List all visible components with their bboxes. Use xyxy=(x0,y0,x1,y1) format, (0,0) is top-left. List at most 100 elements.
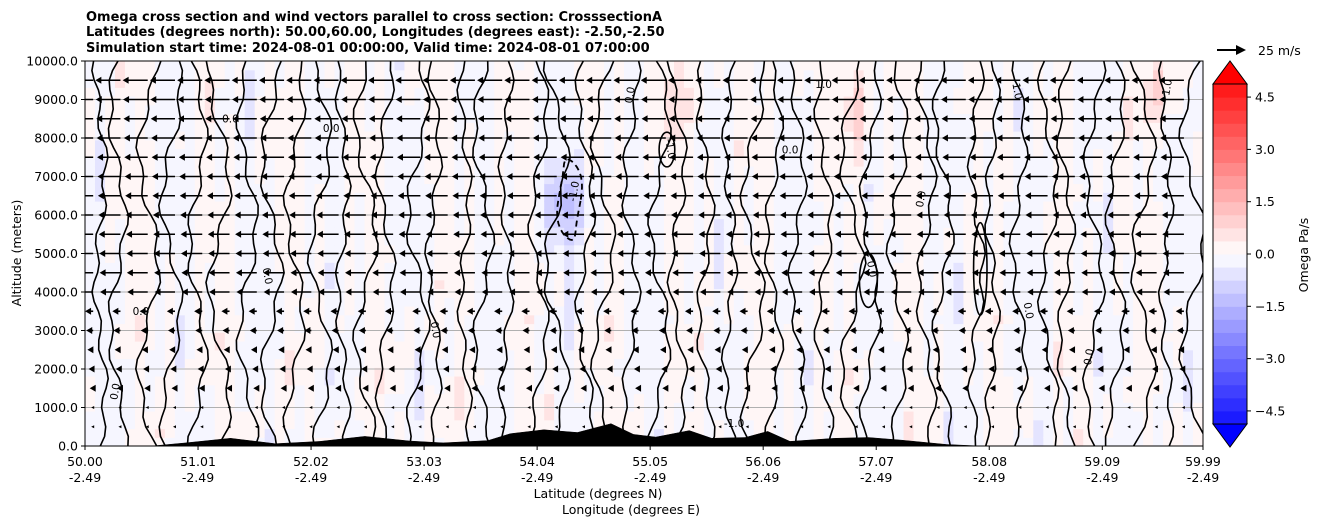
omega-fill-cell xyxy=(1053,341,1064,351)
omega-fill-cell xyxy=(474,131,485,141)
omega-fill-cell xyxy=(1133,437,1144,446)
omega-fill-cell xyxy=(554,253,565,263)
omega-fill-cell xyxy=(104,157,116,167)
omega-fill-cell xyxy=(474,323,485,333)
omega-fill-cell xyxy=(164,262,176,272)
omega-fill-cell xyxy=(234,384,246,395)
omega-fill-cell xyxy=(1173,288,1184,298)
omega-fill-cell xyxy=(1083,332,1094,342)
omega-fill-cell xyxy=(394,201,406,211)
omega-fill-cell xyxy=(204,288,216,298)
omega-fill-cell xyxy=(314,323,326,333)
omega-fill-cell xyxy=(284,279,296,290)
omega-fill-cell xyxy=(1013,122,1024,132)
omega-fill-cell xyxy=(364,166,376,176)
omega-fill-cell xyxy=(474,87,485,97)
omega-fill-cell xyxy=(1123,192,1134,202)
omega-fill-cell xyxy=(1003,288,1014,298)
omega-fill-cell xyxy=(234,157,246,167)
omega-fill-cell xyxy=(973,358,984,368)
omega-fill-cell xyxy=(863,262,875,272)
omega-fill-cell xyxy=(94,262,106,272)
omega-fill-cell xyxy=(993,323,1004,333)
omega-fill-cell xyxy=(284,139,296,150)
omega-fill-cell xyxy=(85,402,96,412)
omega-fill-cell xyxy=(823,157,835,167)
omega-fill-cell xyxy=(544,139,555,150)
omega-fill-cell xyxy=(673,323,685,333)
omega-fill-cell xyxy=(314,174,326,185)
omega-fill-cell xyxy=(1063,297,1074,307)
omega-fill-cell xyxy=(783,384,795,395)
omega-fill-cell xyxy=(594,174,605,185)
omega-fill-cell xyxy=(1113,349,1124,360)
omega-fill-cell xyxy=(244,253,256,263)
omega-fill-cell xyxy=(304,402,316,412)
omega-fill-cell xyxy=(384,358,396,368)
omega-fill-cell xyxy=(244,174,256,185)
omega-fill-cell xyxy=(1143,314,1154,325)
omega-fill-cell xyxy=(444,104,455,115)
omega-fill-cell xyxy=(803,139,815,150)
omega-fill-cell xyxy=(394,332,406,342)
omega-fill-cell xyxy=(184,306,196,316)
omega-fill-cell xyxy=(743,96,755,106)
omega-fill-cell xyxy=(544,253,555,263)
omega-fill-cell xyxy=(723,376,735,386)
omega-fill-cell xyxy=(1023,419,1034,430)
omega-fill-cell xyxy=(743,87,755,97)
omega-fill-cell xyxy=(294,236,306,246)
omega-fill-cell xyxy=(953,358,965,368)
omega-fill-cell xyxy=(1013,236,1024,246)
omega-fill-cell xyxy=(853,297,865,307)
omega-fill-cell xyxy=(1143,306,1154,316)
omega-fill-cell xyxy=(833,244,845,255)
omega-fill-cell xyxy=(713,419,725,430)
omega-fill-cell xyxy=(663,244,675,255)
omega-fill-cell xyxy=(1153,201,1164,211)
omega-fill-cell xyxy=(644,271,655,281)
omega-fill-cell xyxy=(1053,279,1064,290)
omega-fill-cell xyxy=(424,227,435,237)
omega-fill-cell xyxy=(164,148,176,158)
omega-fill-cell xyxy=(224,358,236,368)
omega-fill-cell xyxy=(224,104,236,115)
omega-fill-cell xyxy=(1163,367,1174,377)
omega-fill-cell xyxy=(474,349,485,360)
omega-fill-cell xyxy=(1033,253,1044,263)
omega-fill-cell xyxy=(733,323,745,333)
omega-fill-cell xyxy=(344,131,356,141)
omega-fill-cell xyxy=(683,314,695,325)
omega-fill-cell xyxy=(1123,227,1134,237)
omega-fill-cell xyxy=(1133,306,1144,316)
omega-fill-cell xyxy=(134,166,146,176)
omega-fill-cell xyxy=(524,262,535,272)
omega-fill-cell xyxy=(673,244,685,255)
omega-fill-cell xyxy=(414,244,425,255)
omega-fill-cell xyxy=(763,314,775,325)
omega-fill-cell xyxy=(773,69,785,80)
omega-fill-cell xyxy=(524,183,535,193)
omega-fill-cell xyxy=(634,349,645,360)
omega-fill-cell xyxy=(703,349,715,360)
omega-fill-cell xyxy=(823,419,835,430)
omega-fill-cell xyxy=(344,148,356,158)
omega-fill-cell xyxy=(584,279,595,290)
omega-fill-cell xyxy=(843,201,855,211)
omega-fill-cell xyxy=(773,306,785,316)
omega-fill-cell xyxy=(104,131,116,141)
omega-fill-cell xyxy=(1003,297,1014,307)
omega-fill-cell xyxy=(713,236,725,246)
omega-fill-cell xyxy=(813,192,825,202)
omega-fill-cell xyxy=(624,376,635,386)
omega-fill-cell xyxy=(434,376,445,386)
omega-fill-cell xyxy=(923,314,935,325)
omega-fill-cell xyxy=(963,192,975,202)
omega-fill-cell xyxy=(1153,349,1164,360)
omega-fill-cell xyxy=(124,279,136,290)
omega-fill-cell xyxy=(104,122,116,132)
omega-fill-cell xyxy=(564,218,575,228)
omega-fill-cell xyxy=(1163,384,1174,395)
omega-fill-cell xyxy=(763,393,775,403)
omega-fill-cell xyxy=(244,314,256,325)
